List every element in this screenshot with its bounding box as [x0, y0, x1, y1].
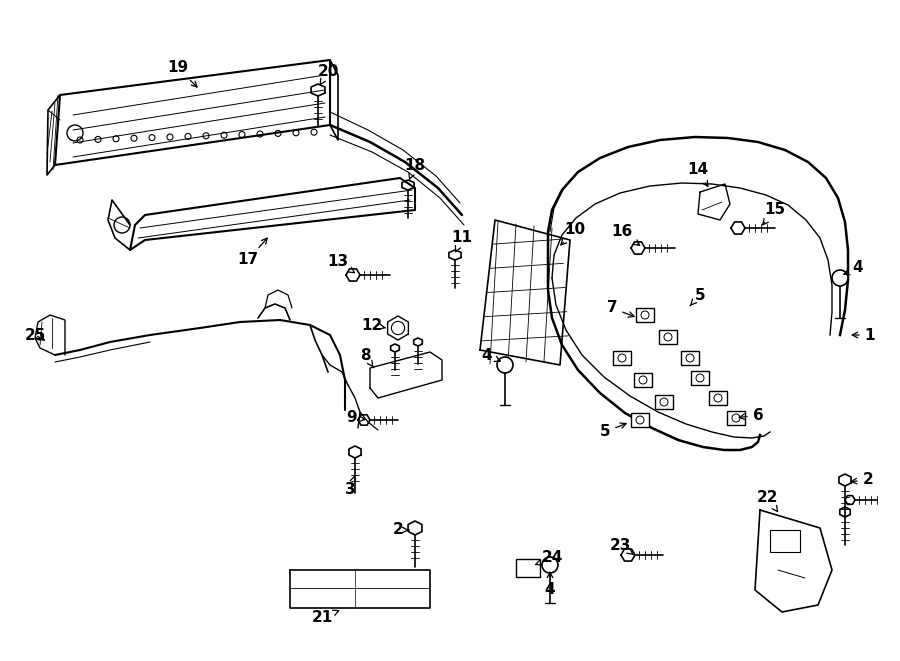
- Text: 4: 4: [482, 348, 500, 362]
- Bar: [631, 413, 649, 427]
- Text: 19: 19: [167, 61, 197, 87]
- Bar: [727, 411, 745, 425]
- Circle shape: [832, 270, 848, 286]
- Circle shape: [542, 557, 558, 573]
- Text: 22: 22: [757, 490, 778, 512]
- Text: 2: 2: [851, 473, 873, 488]
- Text: 18: 18: [404, 157, 426, 179]
- Bar: [659, 330, 677, 344]
- Bar: [634, 373, 652, 387]
- Text: 5: 5: [599, 423, 626, 440]
- Circle shape: [497, 357, 513, 373]
- Bar: [709, 391, 727, 405]
- Text: 11: 11: [452, 231, 472, 252]
- Text: 5: 5: [690, 288, 706, 306]
- Bar: [636, 308, 654, 322]
- Text: 24: 24: [536, 551, 562, 566]
- Text: 13: 13: [328, 254, 355, 273]
- Bar: [613, 351, 631, 365]
- Text: 23: 23: [609, 537, 634, 555]
- Text: 9: 9: [346, 410, 364, 426]
- Text: 25: 25: [24, 327, 46, 342]
- Text: 6: 6: [739, 407, 763, 422]
- Text: 4: 4: [844, 260, 863, 276]
- Text: 16: 16: [611, 225, 640, 245]
- Bar: [691, 371, 709, 385]
- Bar: [681, 351, 699, 365]
- Text: 10: 10: [561, 223, 586, 245]
- Text: 4: 4: [544, 572, 555, 598]
- Text: 12: 12: [362, 317, 385, 332]
- Text: 17: 17: [238, 238, 267, 268]
- Text: 1: 1: [852, 327, 875, 342]
- Bar: [655, 395, 673, 409]
- Text: 7: 7: [607, 301, 634, 317]
- Text: 3: 3: [345, 477, 356, 498]
- Text: 21: 21: [311, 610, 338, 625]
- Text: 20: 20: [318, 65, 338, 85]
- Text: 14: 14: [688, 163, 708, 186]
- Bar: [770, 530, 800, 552]
- Bar: [516, 559, 540, 577]
- Text: 8: 8: [360, 348, 373, 368]
- Text: 2: 2: [392, 522, 409, 537]
- Text: 15: 15: [762, 202, 786, 225]
